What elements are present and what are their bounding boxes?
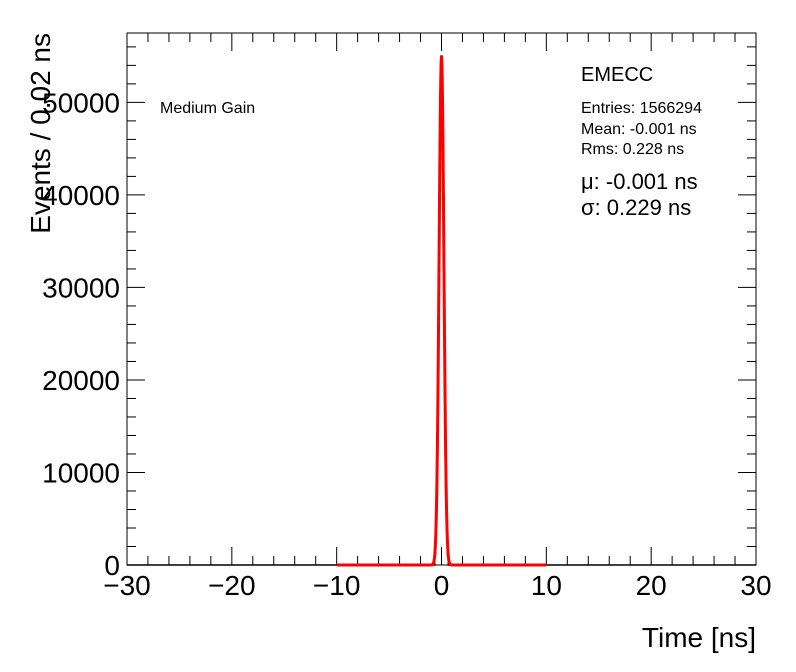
x-tick-label: 20 (636, 570, 667, 601)
y-tick-label: 40000 (42, 180, 120, 211)
x-tick-label: −20 (208, 570, 256, 601)
stats-title: EMECC (581, 64, 653, 86)
y-tick-labels: 0 10000 20000 30000 40000 50000 (42, 87, 120, 581)
x-tick-label: 30 (740, 570, 771, 601)
stats-mean: Mean: -0.001 ns (581, 121, 697, 138)
y-tick-label: 0 (104, 550, 120, 581)
fit-curve (336, 56, 547, 567)
x-tick-label: 0 (434, 570, 450, 601)
y-tick-label: 30000 (42, 272, 120, 303)
gain-annotation: Medium Gain (160, 100, 255, 117)
fit-mu: μ: -0.001 ns (581, 169, 698, 194)
stats-entries: Entries: 1566294 (581, 100, 702, 117)
y-tick-label: 20000 (42, 365, 120, 396)
y-tick-label: 10000 (42, 457, 120, 488)
y-tick-label: 50000 (42, 87, 120, 118)
stats-rms: Rms: 0.228 ns (581, 141, 684, 158)
x-axis-title: Time [ns] (642, 622, 756, 653)
fit-curve-group (336, 56, 547, 567)
fit-sigma: σ: 0.229 ns (581, 195, 691, 220)
axis-ticks (126, 33, 757, 566)
x-tick-label: 10 (531, 570, 562, 601)
x-tick-label: −30 (103, 570, 151, 601)
x-tick-label: −10 (313, 570, 361, 601)
y-axis-title: Events / 0.02 ns (25, 33, 56, 234)
x-tick-labels: −30 −20 −10 0 10 20 30 (103, 570, 771, 601)
